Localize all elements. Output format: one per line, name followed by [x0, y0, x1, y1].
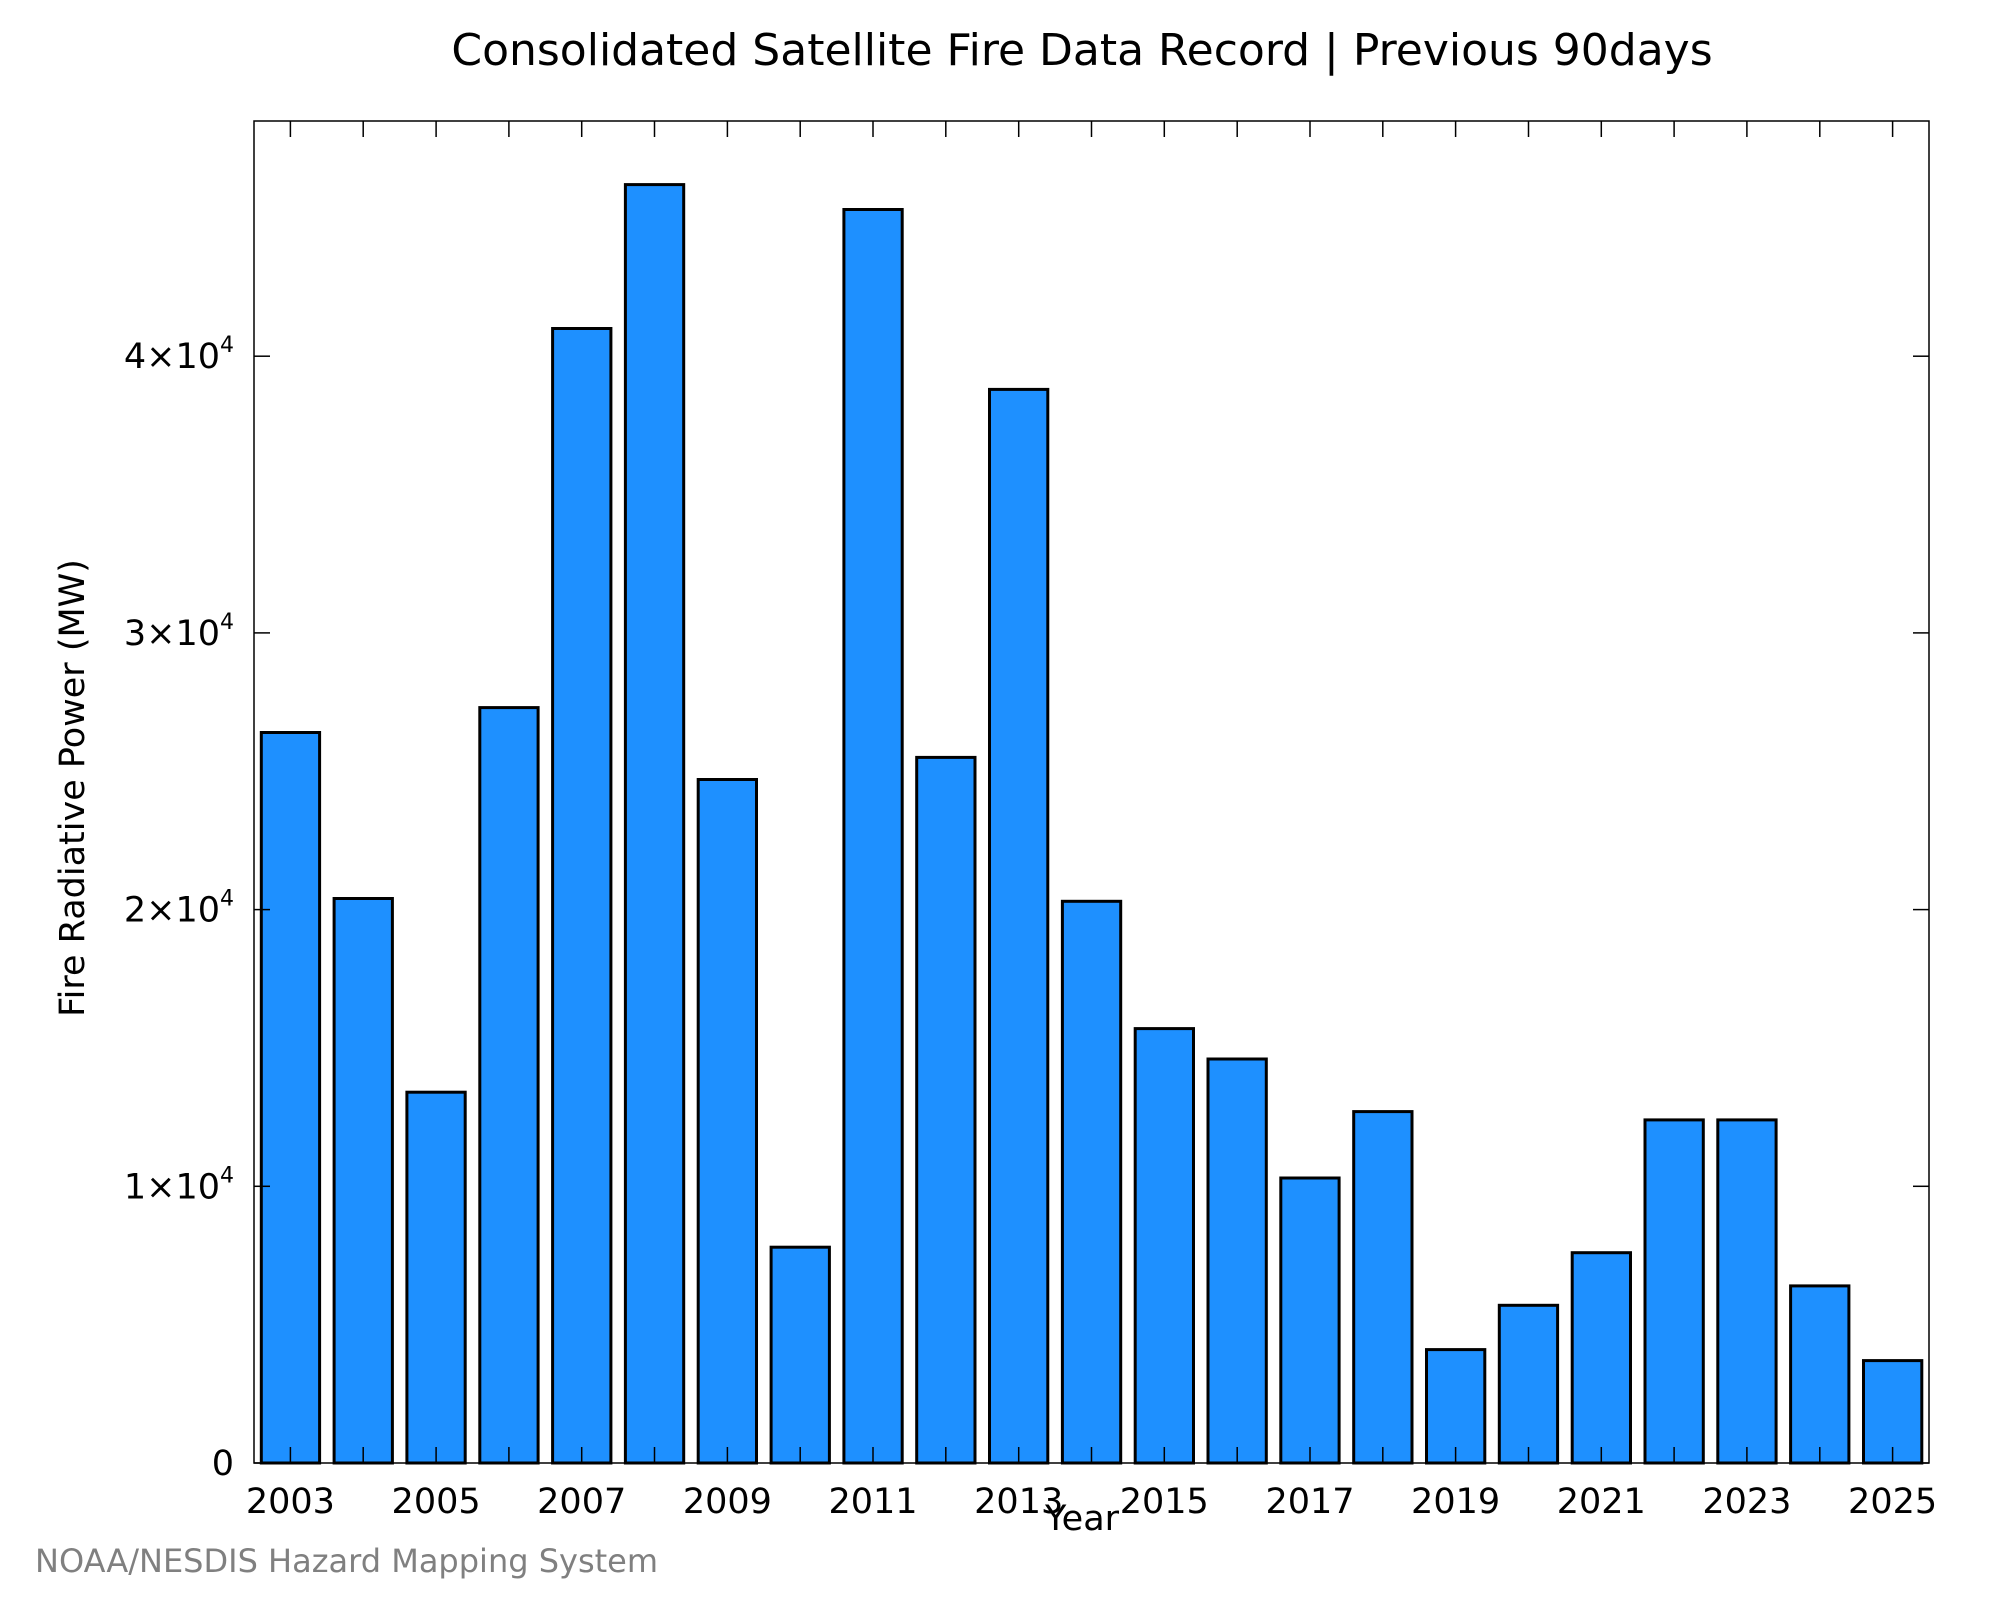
credit-text: NOAA/NESDIS Hazard Mapping System [35, 1542, 658, 1580]
y-tick-label: 1×104 [124, 1163, 234, 1207]
chart-title: Consolidated Satellite Fire Data Record … [451, 25, 1712, 76]
bar-2022 [1643, 1118, 1705, 1465]
x-tick-label: 2021 [1557, 1482, 1646, 1522]
bar-2013 [988, 387, 1050, 1465]
bar-2004 [332, 897, 394, 1465]
x-tick-label: 2009 [683, 1482, 772, 1522]
bar-2010 [769, 1245, 831, 1465]
bar-2020 [1497, 1303, 1560, 1465]
x-axis-label: Year [1044, 1499, 1120, 1539]
x-tick-label: 2025 [1848, 1482, 1937, 1522]
bar-2017 [1279, 1176, 1341, 1465]
bar-2019 [1425, 1348, 1487, 1465]
bar-2018 [1352, 1110, 1414, 1465]
bar-2016 [1206, 1057, 1268, 1465]
bar-2007 [551, 327, 613, 1465]
x-tick-label: 2011 [828, 1482, 917, 1522]
bar-2015 [1133, 1027, 1195, 1465]
bar-2006 [478, 706, 540, 1465]
x-tick-label: 2013 [974, 1482, 1063, 1522]
bar-2023 [1716, 1118, 1778, 1465]
bar-2012 [915, 755, 977, 1465]
y-tick-label: 4×104 [124, 333, 234, 377]
x-tick-label: 2023 [1702, 1482, 1791, 1522]
y-tick-label: 3×104 [124, 610, 234, 654]
x-tick-label: 2003 [246, 1482, 335, 1522]
y-tick-label: 2×104 [124, 887, 234, 931]
bar-2014 [1060, 899, 1123, 1465]
x-tick-label: 2007 [537, 1482, 626, 1522]
bar-2021 [1570, 1251, 1632, 1465]
bar-2011 [842, 208, 904, 1465]
bar-2008 [623, 183, 686, 1465]
x-tick-label: 2005 [392, 1482, 481, 1522]
y-axis-label: Fire Radiative Power (MW) [53, 559, 93, 1017]
bar-2024 [1789, 1284, 1851, 1465]
bar-2003 [259, 731, 322, 1465]
bar-2009 [696, 778, 759, 1465]
bar-2005 [405, 1090, 467, 1465]
y-tick-label: 0 [212, 1444, 234, 1484]
x-tick-label: 2017 [1265, 1482, 1354, 1522]
x-tick-label: 2015 [1120, 1482, 1209, 1522]
plot-area: 2003 2005 2007 2009 2011 2013 2015 2017 2019 2021… [124, 120, 1937, 1522]
x-tick-label: 2019 [1411, 1482, 1500, 1522]
